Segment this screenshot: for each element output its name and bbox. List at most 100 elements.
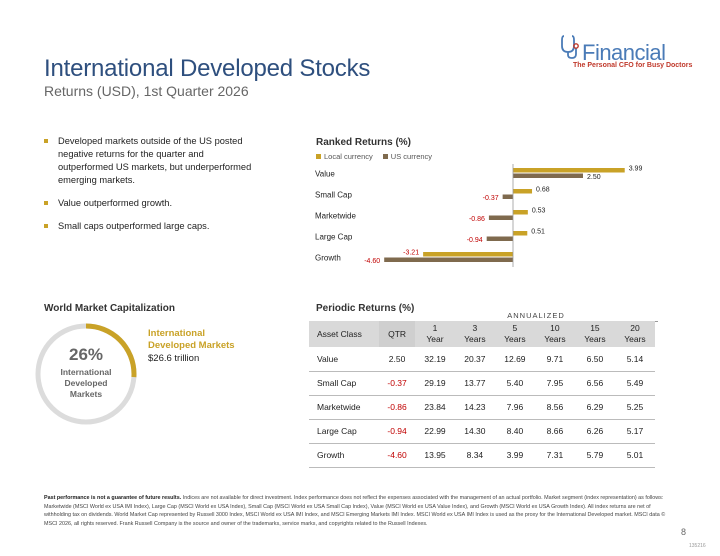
data-label: 0.51: [531, 229, 545, 236]
table-cell: 12.69: [494, 347, 535, 372]
column-header: 5 Years: [494, 321, 535, 347]
world-market-cap-title: World Market Capitalization: [44, 303, 175, 314]
column-header: 3 Years: [454, 321, 495, 347]
bar-us: [513, 173, 583, 178]
column-header-line: Years: [464, 334, 486, 344]
bar-local: [513, 210, 528, 215]
data-label: 2.50: [587, 174, 601, 181]
chart-legend: Local currency US currency: [316, 152, 432, 161]
column-header-line: Years: [504, 334, 526, 344]
bar-local: [513, 189, 533, 194]
periodic-returns-title: Periodic Returns (%): [316, 303, 415, 314]
market-cap-callout-title: International Developed Markets: [148, 328, 235, 351]
row-label: Large Cap: [309, 419, 379, 444]
bullet-square-icon: [44, 224, 48, 228]
table-header-row: Asset Class QTR 1 Year 3 Years 5 Years 10 Ye…: [309, 321, 655, 347]
bar-us: [488, 215, 513, 220]
table-cell: 32.19: [415, 347, 455, 372]
bullet-square-icon: [44, 201, 48, 205]
table-cell: 13.95: [415, 443, 455, 468]
data-label: 3.99: [629, 166, 643, 173]
column-header-line: 20: [630, 323, 640, 333]
document-code: 135216: [689, 543, 706, 549]
logo-name: Financial: [582, 40, 666, 65]
table-cell: 6.26: [574, 419, 615, 444]
bullet-item: Small caps outperformed large caps.: [44, 220, 259, 233]
table-cell: -0.94: [379, 419, 416, 444]
table-cell: 7.95: [534, 371, 575, 396]
table-cell: 9.71: [534, 347, 575, 372]
table-row: Marketwide -0.86 23.84 14.23 7.96 8.56 6.29 5.2…: [309, 395, 655, 420]
category-label: Marketwide: [315, 212, 356, 221]
table-row: Growth -4.60 13.95 8.34 3.99 7.31 5.79 5.01: [309, 443, 655, 468]
column-header: QTR: [379, 321, 416, 347]
table-cell: 6.50: [574, 347, 615, 372]
logo-tagline: The Personal CFO for Busy Doctors: [573, 62, 693, 69]
column-header-line: Years: [544, 334, 566, 344]
footnote-text: Indices are not available for direct inv…: [44, 495, 666, 527]
table-cell: -0.37: [379, 371, 416, 396]
legend-label-local: Local currency: [324, 152, 373, 161]
table-cell: 5.40: [494, 371, 535, 396]
donut-center-line: Markets: [69, 389, 103, 399]
bullet-item: Developed markets outside of the US post…: [44, 135, 259, 187]
legend-local: Local currency: [316, 152, 373, 161]
table-cell: 6.29: [574, 395, 615, 420]
column-header-line: 5: [512, 323, 518, 333]
column-header: 1 Year: [415, 321, 455, 347]
legend-us: US currency: [382, 152, 433, 161]
column-header: 20 Years: [614, 321, 655, 347]
bullet-text: Value outperformed growth.: [58, 198, 173, 208]
donut-center-pct: 26%: [68, 345, 104, 364]
column-header-line: 10: [550, 323, 560, 333]
table-cell: 6.56: [574, 371, 615, 396]
data-label: 0.53: [532, 208, 546, 215]
column-header-line: 3: [472, 323, 478, 333]
column-header-line: Year: [426, 334, 444, 344]
ranked-returns-chart: Value 3.99 2.50 Small Cap 0.68 -0.37 Marketwid…: [315, 164, 643, 267]
table-cell: 8.40: [494, 419, 535, 444]
category-label: Large Cap: [315, 233, 353, 242]
table-cell: -0.86: [379, 395, 416, 420]
market-cap-donut: [35, 323, 137, 425]
donut-center-label: International Developed Markets: [48, 367, 124, 400]
table-cell: 7.31: [534, 443, 575, 468]
table-cell: 5.25: [614, 395, 655, 420]
category-label: Small Cap: [315, 191, 352, 200]
row-label: Small Cap: [309, 371, 379, 396]
table-row: Value 2.50 32.19 20.37 12.69 9.71 6.50 5.14: [309, 347, 655, 372]
column-header-line: Years: [624, 334, 646, 344]
table-cell: 8.66: [534, 419, 575, 444]
column-header: 15 Years: [574, 321, 615, 347]
table-cell: 23.84: [415, 395, 455, 420]
table-cell: 8.56: [534, 395, 575, 420]
legend-label-us: US currency: [390, 152, 433, 161]
ranked-returns-title: Ranked Returns (%): [316, 137, 412, 148]
company-logo: Financial The Personal CFO for Busy Doct…: [560, 34, 693, 74]
data-label: -3.21: [403, 250, 419, 257]
table-cell: 29.19: [415, 371, 455, 396]
legend-swatch-us: [382, 154, 388, 159]
bar-local: [423, 252, 513, 257]
data-label: 0.68: [536, 187, 550, 194]
bar-us: [486, 236, 513, 241]
table-cell: 5.17: [614, 419, 655, 444]
table-cell: 8.34: [454, 443, 495, 468]
bar-us: [384, 257, 513, 262]
column-header-line: Years: [584, 334, 606, 344]
table-cell: 5.79: [574, 443, 615, 468]
bullet-text: Small caps outperformed large caps.: [58, 221, 210, 231]
table-cell: 2.50: [379, 347, 416, 372]
column-header-line: 15: [590, 323, 600, 333]
table-cell: 3.99: [494, 443, 535, 468]
donut-center-line: Developed: [64, 378, 108, 388]
data-label: -0.94: [467, 237, 483, 244]
table-cell: 14.23: [454, 395, 495, 420]
donut-center-line: International: [60, 367, 112, 377]
bar-local: [513, 231, 528, 236]
table-cell: 14.30: [454, 419, 495, 444]
page-number: 8: [681, 527, 687, 537]
table-cell: 5.14: [614, 347, 655, 372]
table-cell: 5.49: [614, 371, 655, 396]
table-cell: 22.99: [415, 419, 455, 444]
